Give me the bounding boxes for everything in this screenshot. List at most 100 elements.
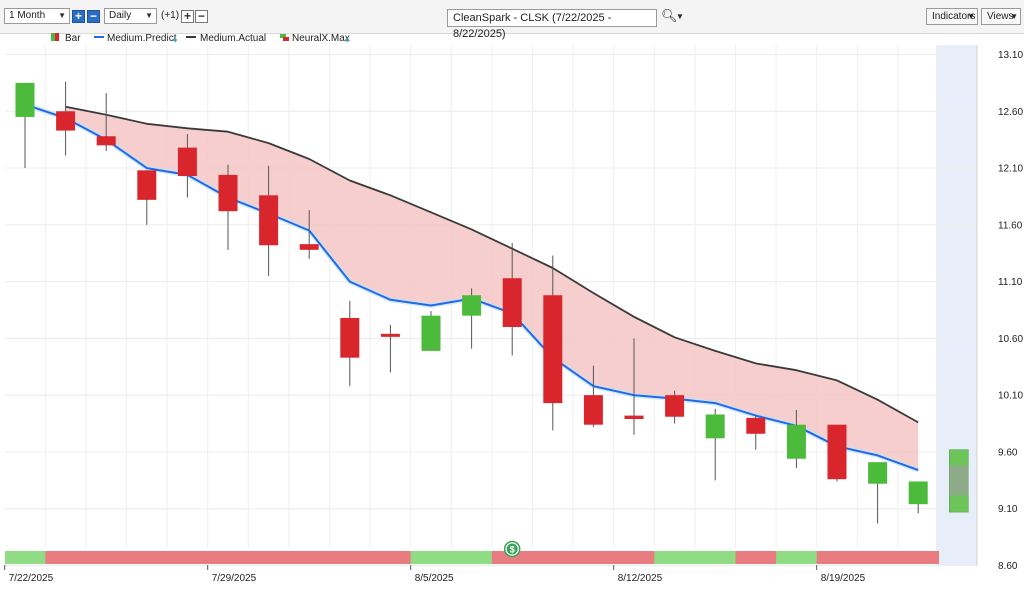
band-segment-down bbox=[45, 551, 87, 564]
band-segment-down bbox=[573, 551, 615, 564]
band-segment-up bbox=[776, 551, 818, 564]
candle-down bbox=[746, 417, 766, 434]
band-segment-down bbox=[167, 551, 209, 564]
interval-select[interactable]: Daily ▼ bbox=[104, 8, 157, 24]
band-segment-down bbox=[613, 551, 655, 564]
band-segment-down bbox=[735, 551, 777, 564]
y-axis: 13.10 12.60 12.10 11.60 11.10 10.60 10.10 9.60 9… bbox=[998, 50, 1023, 572]
offset-label: (+1) bbox=[161, 10, 180, 21]
dollar-marker-label: $ bbox=[510, 545, 515, 555]
band-segment-up bbox=[451, 551, 493, 564]
candle-up bbox=[462, 295, 482, 316]
x-tick-label: 7/29/2025 bbox=[212, 573, 257, 584]
period-select[interactable]: 1 Month ▼ bbox=[4, 8, 70, 24]
chart-title: CleanSpark - CLSK (7/22/2025 - 8/22/2025… bbox=[453, 12, 612, 40]
chevron-down-icon: ▼ bbox=[967, 12, 975, 21]
candle-down bbox=[340, 317, 360, 358]
signal-band: $ bbox=[5, 540, 939, 564]
legend: Bar Medium.Predict Medium.Actual NeuralX… bbox=[51, 33, 350, 44]
forecast-core-bar bbox=[949, 465, 969, 496]
band-segment-up bbox=[410, 551, 452, 564]
band-segment-up bbox=[694, 551, 736, 564]
chart-title-box[interactable]: CleanSpark - CLSK (7/22/2025 - 8/22/2025… bbox=[447, 9, 657, 40]
legend-neuralx-label: NeuralX.Max bbox=[292, 33, 350, 44]
interval-value: Daily bbox=[109, 10, 132, 21]
minus-icon[interactable]: − bbox=[87, 10, 100, 23]
legend-bar-down-swatch bbox=[55, 33, 59, 41]
x-axis: 7/22/2025 7/29/2025 8/5/2025 8/12/2025 8/19/… bbox=[4, 565, 866, 584]
legend-bar-up-swatch bbox=[51, 33, 55, 41]
candle-up bbox=[868, 462, 888, 484]
chevron-down-icon: ▼ bbox=[145, 11, 153, 20]
indicators-button[interactable]: Indicators ▼ bbox=[926, 8, 978, 25]
candle-down bbox=[543, 295, 563, 404]
candle-down bbox=[177, 147, 197, 177]
candle-down bbox=[502, 278, 522, 328]
period-value: 1 Month bbox=[9, 10, 46, 21]
views-label: Views bbox=[987, 11, 1014, 22]
predict-actual-gap-area bbox=[65, 106, 919, 471]
band-segment-down bbox=[126, 551, 168, 564]
search-icon[interactable]: 🔍︎ bbox=[661, 8, 678, 23]
band-segment-down bbox=[816, 551, 858, 564]
y-tick-label: 10.10 bbox=[998, 391, 1023, 402]
x-tick-label: 8/5/2025 bbox=[415, 573, 454, 584]
candle-down bbox=[624, 415, 644, 420]
candle-down bbox=[137, 170, 157, 200]
x-tick-label: 8/12/2025 bbox=[618, 573, 663, 584]
candle-down bbox=[96, 136, 116, 146]
candle-up bbox=[421, 315, 441, 351]
candle-down bbox=[299, 244, 319, 250]
band-segment-up bbox=[654, 551, 696, 564]
band-segment-down bbox=[897, 551, 939, 564]
legend-bar-label: Bar bbox=[65, 33, 81, 44]
candle-down bbox=[259, 195, 279, 246]
candle-down bbox=[56, 111, 76, 131]
band-segment-down bbox=[85, 551, 127, 564]
band-segment-down bbox=[207, 551, 249, 564]
legend-actual-label: Medium.Actual bbox=[200, 33, 266, 44]
band-segment-down bbox=[370, 551, 412, 564]
band-segment-down bbox=[491, 551, 533, 564]
offset-plus-icon[interactable]: + bbox=[181, 10, 194, 23]
y-tick-label: 9.60 bbox=[998, 447, 1018, 458]
indicators-label: Indicators bbox=[932, 11, 976, 22]
y-tick-label: 8.60 bbox=[998, 561, 1018, 572]
search-chevron-down-icon[interactable]: ▼ bbox=[676, 12, 684, 21]
plus-icon[interactable]: + bbox=[72, 10, 85, 23]
candle-down bbox=[583, 395, 603, 425]
actual-line bbox=[65, 105, 919, 424]
y-tick-label: 11.10 bbox=[998, 277, 1023, 288]
y-tick-label: 10.60 bbox=[998, 334, 1023, 345]
y-tick-label: 12.10 bbox=[998, 164, 1023, 175]
candle-up bbox=[15, 82, 35, 117]
candle-up bbox=[786, 424, 806, 459]
toolbar: 1 Month ▼ + − Daily ▼ (+1) + − CleanSpar… bbox=[0, 0, 1024, 40]
band-segment-up bbox=[5, 551, 46, 564]
grid bbox=[5, 45, 978, 566]
band-segment-down bbox=[329, 551, 371, 564]
x-tick-label: 7/22/2025 bbox=[9, 573, 54, 584]
dollar-marker-fill bbox=[506, 543, 518, 555]
band-segment-down bbox=[532, 551, 574, 564]
y-tick-label: 12.60 bbox=[998, 107, 1023, 118]
candle-up bbox=[705, 414, 725, 439]
offset-minus-icon[interactable]: − bbox=[195, 10, 208, 23]
y-tick-label: 13.10 bbox=[998, 50, 1023, 61]
y-tick-label: 9.10 bbox=[998, 504, 1018, 515]
candle-down bbox=[665, 395, 685, 417]
band-segment-down bbox=[857, 551, 899, 564]
candle-up bbox=[908, 481, 928, 505]
legend-neuralx-down-icon bbox=[283, 37, 289, 41]
y-tick-label: 11.60 bbox=[998, 220, 1023, 231]
legend-neuralx-dot-icon bbox=[345, 38, 349, 42]
band-segment-down bbox=[288, 551, 330, 564]
candle-down bbox=[218, 174, 238, 212]
views-button[interactable]: Views ▼ bbox=[981, 8, 1021, 25]
chevron-down-icon: ▼ bbox=[58, 11, 66, 20]
legend-predict-label: Medium.Predict bbox=[107, 33, 177, 44]
candle-down bbox=[827, 424, 847, 480]
candle-down bbox=[380, 333, 400, 337]
chevron-down-icon: ▼ bbox=[1010, 12, 1018, 21]
